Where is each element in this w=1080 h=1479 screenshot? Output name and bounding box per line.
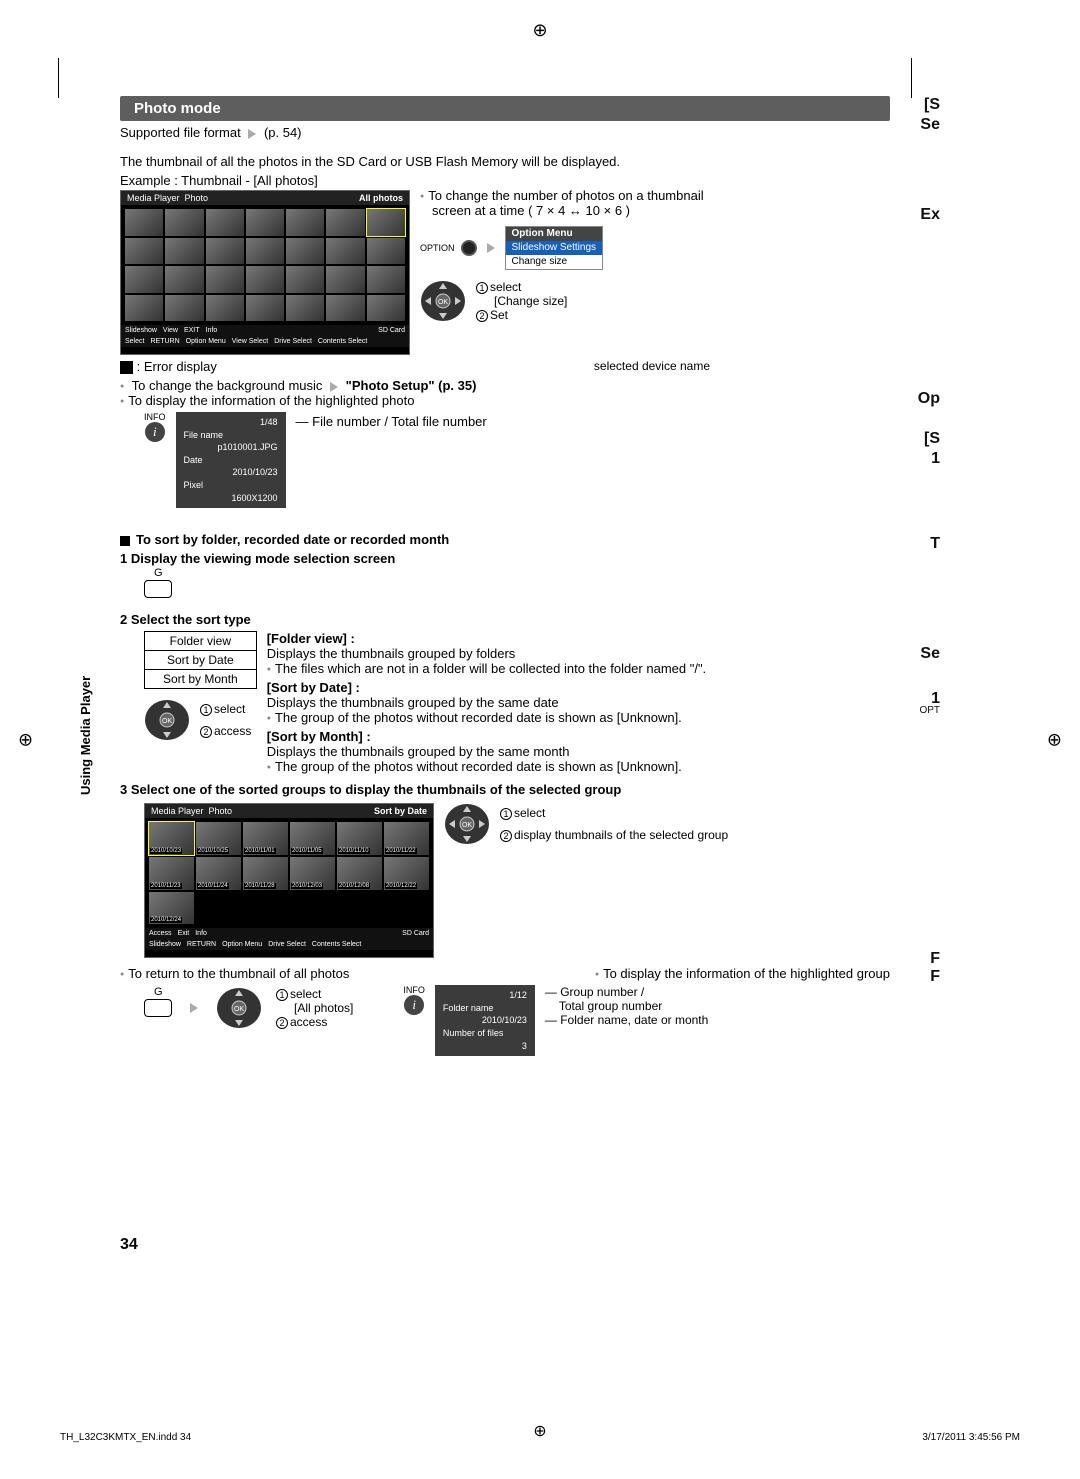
- sort-type-list[interactable]: Folder view Sort by Date Sort by Month: [144, 631, 257, 689]
- crop-line: [58, 58, 59, 98]
- return-all-photos: To return to the thumbnail of all photos: [120, 966, 349, 981]
- bg-music-line: To change the background music "Photo Se…: [120, 378, 890, 393]
- error-label: : Error display: [137, 359, 217, 374]
- step1: Display the viewing mode selection scree…: [131, 551, 395, 566]
- svg-text:OK: OK: [438, 299, 448, 306]
- side-tab-label: Using Media Player: [78, 676, 93, 795]
- dpad-icon[interactable]: OK: [420, 278, 466, 324]
- svg-text:OK: OK: [162, 718, 172, 725]
- file-number-caption: File number / Total file number: [312, 414, 487, 429]
- footer-timestamp: 3/17/2011 3:45:56 PM: [922, 1432, 1020, 1443]
- thumb-description: The thumbnail of all the photos in the S…: [120, 154, 890, 169]
- crop-line: [911, 58, 912, 98]
- register-mark-right: ⊕: [1047, 729, 1062, 750]
- sort-month-note: The group of the photos without recorded…: [267, 759, 890, 774]
- dpad-icon[interactable]: OK: [144, 697, 190, 743]
- register-mark-bottom: ⊕: [533, 1421, 546, 1441]
- sort-heading: To sort by folder, recorded date or reco…: [136, 532, 449, 547]
- bleed-text: Op: [918, 390, 940, 408]
- svg-text:OK: OK: [462, 822, 472, 829]
- sort-month-desc: Displays the thumbnails grouped by the s…: [267, 744, 890, 759]
- change-count-l2: screen at a time ( 7 × 4 ↔ 10 × 6 ): [432, 203, 890, 218]
- option-button-icon[interactable]: [461, 240, 477, 256]
- group-number-caption: Group number /: [560, 985, 644, 999]
- arrow-icon: [190, 1003, 198, 1013]
- bleed-text: Se: [920, 645, 940, 663]
- option-label: OPTION: [420, 243, 455, 253]
- info-btn-label: INFO: [403, 985, 425, 995]
- bleed-text: 1: [931, 450, 940, 468]
- g-button-icon[interactable]: [144, 999, 172, 1017]
- folder-view-note: The files which are not in a folder will…: [267, 661, 890, 676]
- change-count-l1: To change the number of photos on a thum…: [420, 188, 890, 203]
- folder-view-desc: Displays the thumbnails grouped by folde…: [267, 646, 890, 661]
- section-heading: Photo mode: [120, 96, 890, 121]
- info-btn-label: INFO: [144, 412, 166, 422]
- info-icon[interactable]: i: [145, 422, 165, 442]
- arrow-icon: [487, 243, 495, 253]
- info-icon[interactable]: i: [404, 995, 424, 1015]
- step2: Select the sort type: [131, 612, 251, 627]
- square-bullet-icon: [120, 536, 130, 546]
- thumbnail-screen: Media Player Photo All photos SlideshowV…: [120, 190, 410, 355]
- bleed-text: F: [930, 968, 940, 986]
- register-mark-left: ⊕: [18, 729, 33, 750]
- error-icon: [120, 361, 133, 374]
- bleed-text: F: [930, 950, 940, 968]
- bleed-text: Se: [920, 116, 940, 134]
- dpad-icon[interactable]: OK: [216, 985, 262, 1031]
- page-number: 34: [120, 1236, 890, 1254]
- bleed-text: OPT: [919, 705, 940, 716]
- register-mark-top: ⊕: [532, 20, 547, 41]
- total-group-caption: Total group number: [559, 999, 708, 1013]
- dpad-icon[interactable]: OK: [444, 801, 490, 847]
- bleed-text: [S: [924, 96, 940, 114]
- supported-format: Supported file format (p. 54): [120, 125, 890, 140]
- sort-date-desc: Displays the thumbnails grouped by the s…: [267, 695, 890, 710]
- selected-device-caption: selected device name: [594, 359, 710, 373]
- bleed-text: Ex: [920, 206, 940, 224]
- example-label: Example : Thumbnail - [All photos]: [120, 173, 890, 188]
- display-info-line: To display the information of the highli…: [120, 393, 890, 408]
- info-panel: 1/48 File name p1010001.JPG Date 2010/10…: [176, 412, 286, 508]
- step3: Select one of the sorted groups to displ…: [131, 782, 621, 797]
- sort-date-note: The group of the photos without recorded…: [267, 710, 890, 725]
- bleed-text: [S: [924, 430, 940, 448]
- sort-date-hdr: [Sort by Date] :: [267, 680, 890, 695]
- sort-month-hdr: [Sort by Month] :: [267, 729, 890, 744]
- option-menu: Option Menu Slideshow Settings Change si…: [505, 226, 604, 270]
- group-info-panel: 1/12 Folder name 2010/10/23 Number of fi…: [435, 985, 535, 1056]
- bleed-text: T: [930, 535, 940, 553]
- g-button-icon[interactable]: [144, 580, 172, 598]
- svg-text:OK: OK: [234, 1006, 244, 1013]
- folder-name-caption: Folder name, date or month: [560, 1013, 708, 1027]
- folder-view-hdr: [Folder view] :: [267, 631, 890, 646]
- sorted-thumbnail-screen: Media Player Photo Sort by Date 2010/10/…: [144, 803, 434, 958]
- display-group-info: To display the information of the highli…: [595, 966, 890, 981]
- footer-file: TH_L32C3KMTX_EN.indd 34: [60, 1432, 191, 1443]
